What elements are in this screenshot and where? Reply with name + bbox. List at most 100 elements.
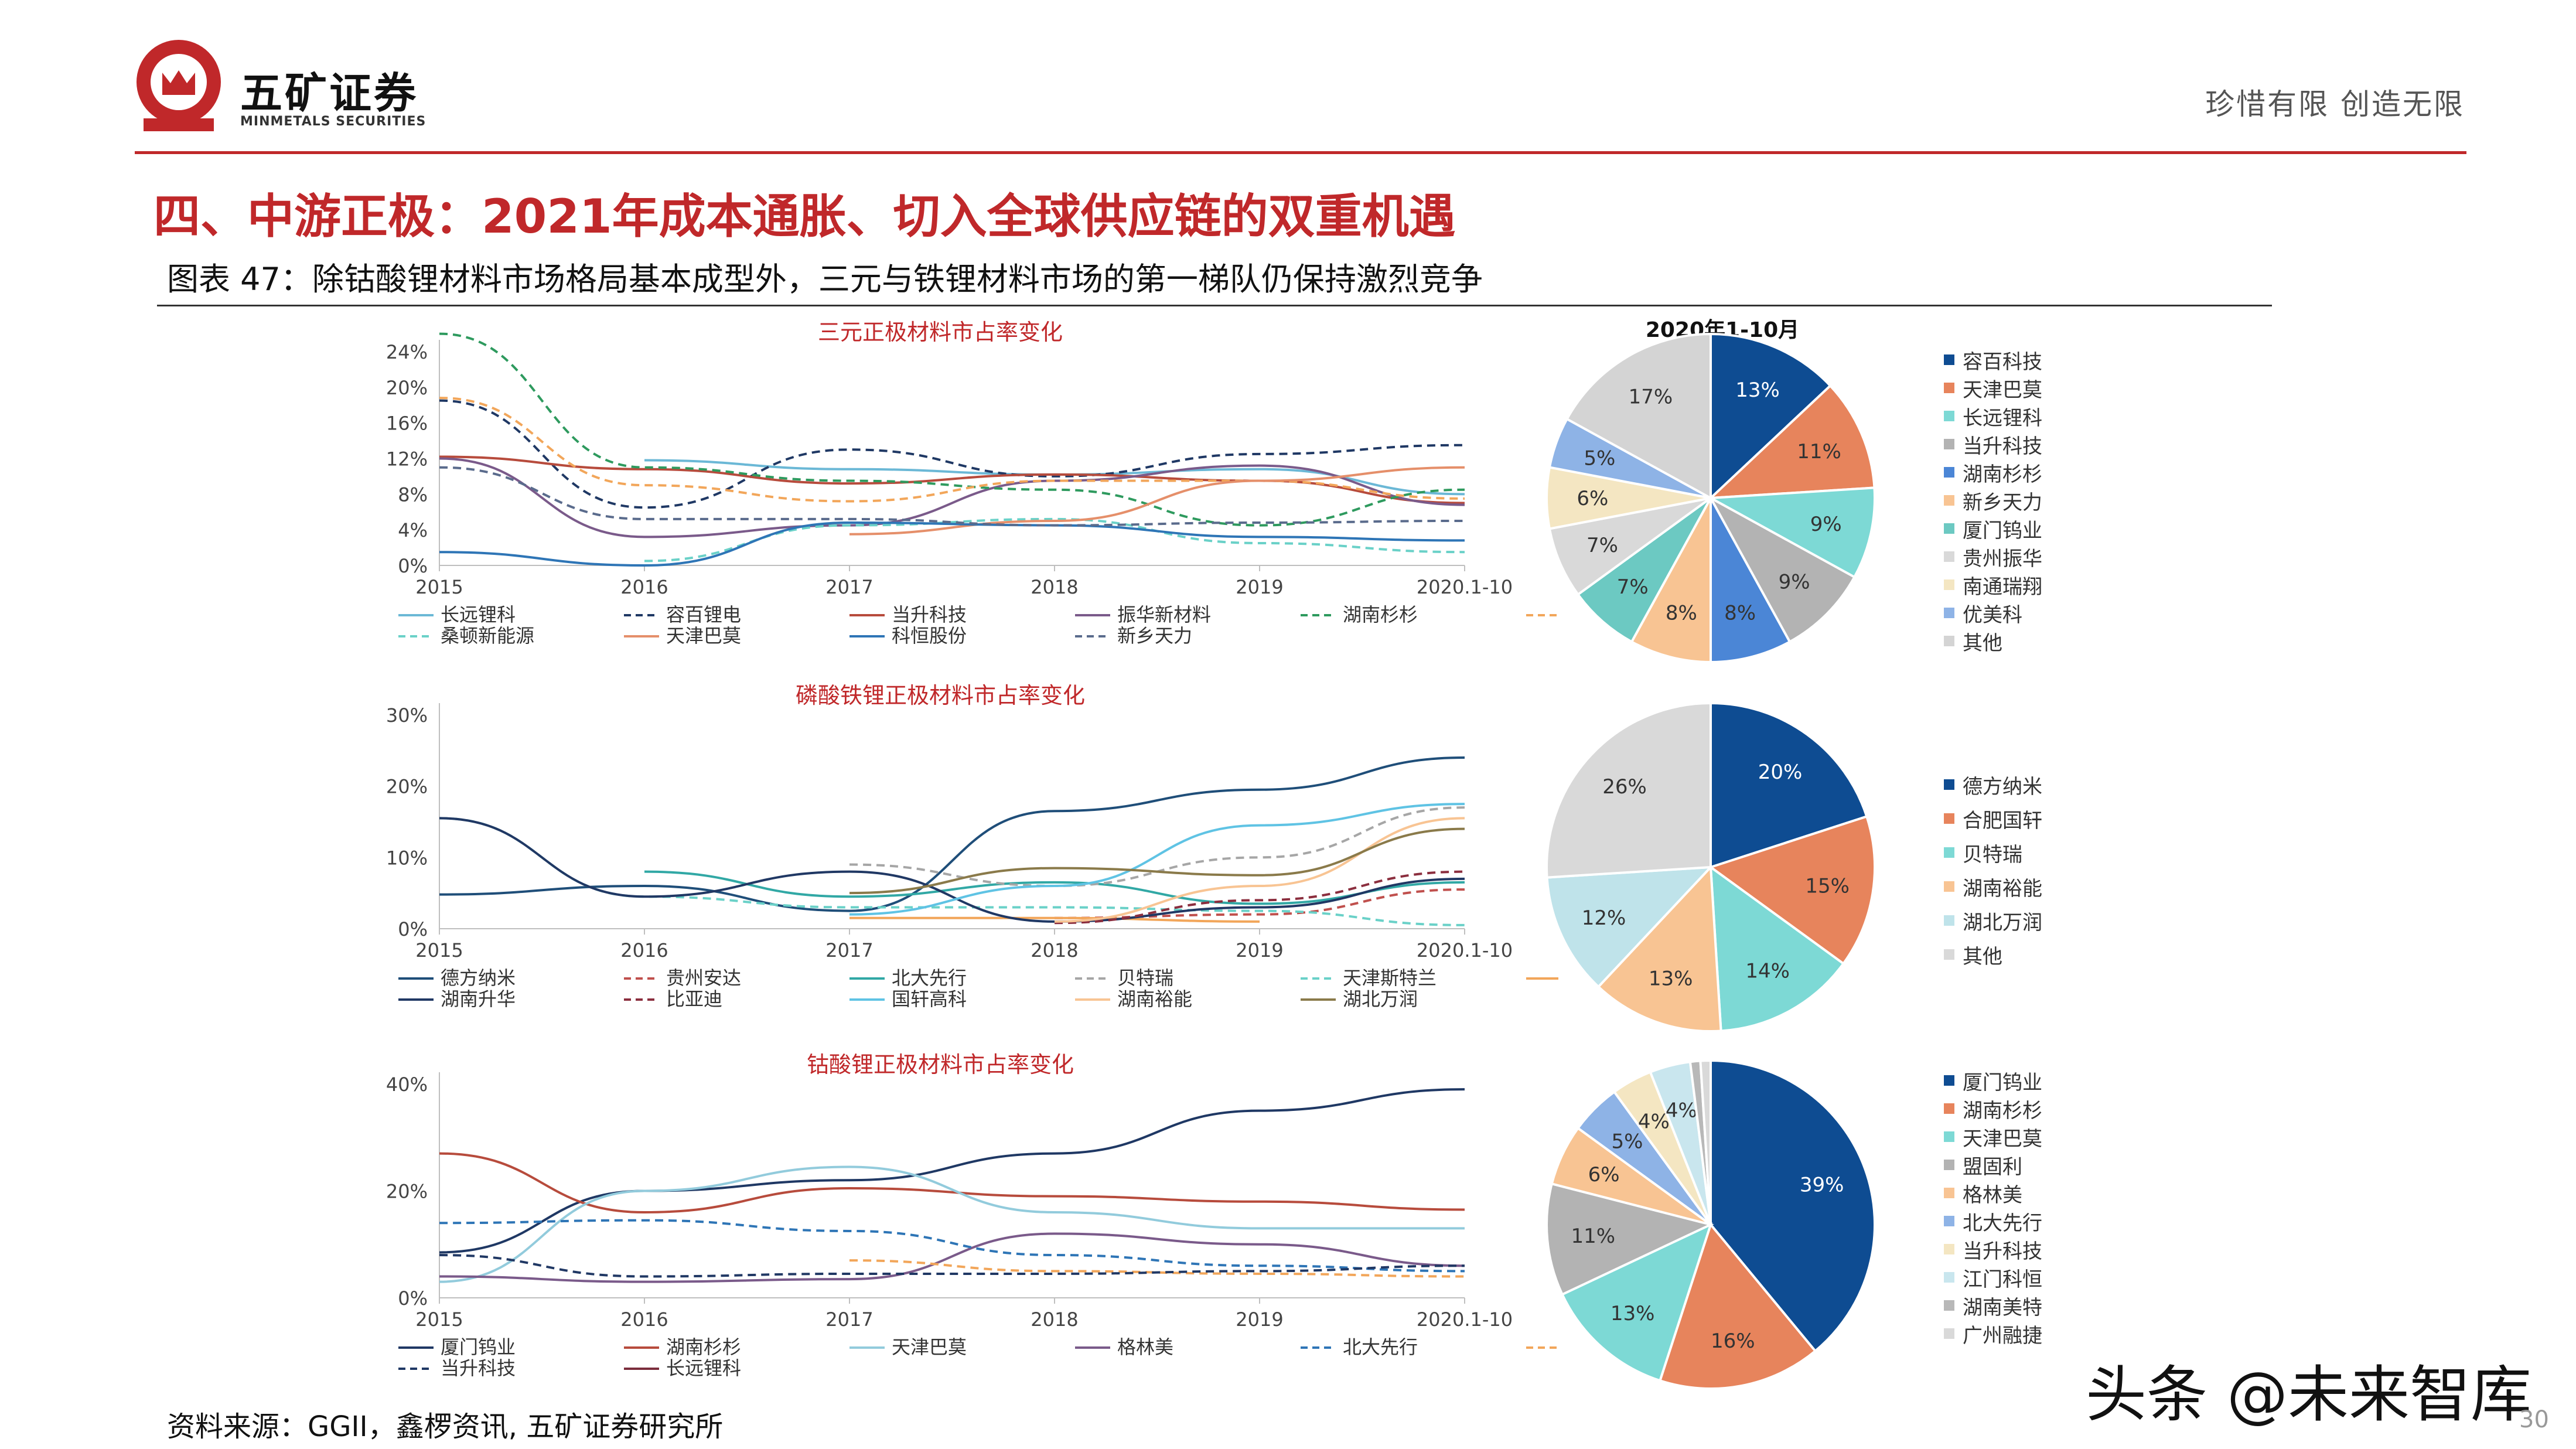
series-line-4 bbox=[439, 332, 1465, 527]
lco-share-pie-chart: 39%16%13%11%6%5%4%4% bbox=[1545, 1059, 1876, 1390]
pie-legend-item: 湖南裕能 bbox=[1944, 870, 2042, 904]
pie-legend-item: 南通瑞翔 bbox=[1944, 571, 2042, 599]
ternary-pie-legend: 容百科技 天津巴莫 长远锂科 当升科技 湖南杉杉 新乡天力 厦门钨业 贵州振华 南通瑞翔 优美科其… bbox=[1944, 346, 2042, 655]
series-line-9 bbox=[1054, 817, 1465, 923]
pie-legend-swatch bbox=[1944, 1300, 1954, 1311]
pie-legend-item: 优美科 bbox=[1944, 599, 2042, 627]
pie-legend-swatch bbox=[1944, 1244, 1954, 1254]
data-source: 资料来源：GGII，鑫椤资讯, 五矿证券研究所 bbox=[167, 1410, 724, 1443]
pie-slice-1 bbox=[1707, 384, 1876, 500]
pie-legend-swatch bbox=[1944, 1188, 1954, 1198]
x-tick-label: 2016 bbox=[620, 939, 668, 962]
pie-data-label: 5% bbox=[1584, 447, 1615, 471]
pie-legend-label: 容百科技 bbox=[1963, 350, 2042, 374]
pie-data-label: 7% bbox=[1617, 575, 1649, 599]
legend-label: 长远锂科 bbox=[666, 1357, 741, 1379]
pie-legend-item: 新乡天力 bbox=[1944, 486, 2042, 514]
pie-slice-5 bbox=[1630, 497, 1712, 664]
pie-data-label: 6% bbox=[1577, 487, 1608, 510]
x-tick-label: 2015 bbox=[415, 1308, 463, 1331]
series-line-3 bbox=[439, 1232, 1465, 1283]
x-tick-label: 2017 bbox=[825, 1308, 873, 1331]
pie-legend-item: 格林美 bbox=[1944, 1179, 2042, 1207]
pie-legend-label: 长远锂科 bbox=[1963, 406, 2042, 430]
legend-label: 湖南升华 bbox=[441, 988, 516, 1010]
company-logo bbox=[137, 40, 221, 131]
pie-legend-item: 合肥国轩 bbox=[1944, 802, 2042, 836]
pie-legend-swatch bbox=[1944, 915, 1954, 926]
series-line-1 bbox=[439, 1152, 1465, 1214]
pie-legend-label: 盟固利 bbox=[1963, 1155, 2022, 1179]
pie-legend-label: 德方纳米 bbox=[1963, 775, 2042, 799]
pie-slice-3 bbox=[1545, 1182, 1714, 1296]
pie-legend-swatch bbox=[1944, 608, 1954, 618]
y-tick-label: 20% bbox=[386, 776, 428, 798]
pie-legend-swatch bbox=[1944, 813, 1954, 824]
pie-data-label: 11% bbox=[1571, 1225, 1616, 1248]
series-line-0 bbox=[439, 756, 1465, 912]
legend-label: 天津巴莫 bbox=[892, 1336, 967, 1358]
x-tick-label: 2015 bbox=[415, 576, 463, 598]
pie-legend-label: 湖南美特 bbox=[1963, 1295, 2042, 1320]
pie-legend-item: 天津巴莫 bbox=[1944, 1123, 2042, 1151]
series-line-1 bbox=[439, 399, 1465, 509]
pie-data-label: 20% bbox=[1758, 761, 1803, 784]
legend-label: 容百锂电 bbox=[666, 604, 741, 626]
legend-label: 湖南裕能 bbox=[1117, 988, 1192, 1010]
pie-legend-item: 北大先行 bbox=[1944, 1207, 2042, 1235]
pie-legend-label: 贝特瑞 bbox=[1963, 843, 2022, 867]
legend-label: 北大先行 bbox=[1343, 1336, 1418, 1358]
series-line-2 bbox=[439, 455, 1465, 504]
pie-legend-swatch bbox=[1944, 467, 1954, 478]
legend-label: 天津斯特兰 bbox=[1343, 967, 1437, 989]
pie-legend-item: 长远锂科 bbox=[1944, 402, 2042, 430]
watermark: 头条 @未来智库 bbox=[2086, 1359, 2532, 1430]
pie-legend-label: 江门科恒 bbox=[1963, 1267, 2042, 1291]
pie-data-label: 9% bbox=[1810, 513, 1842, 536]
y-tick-label: 10% bbox=[386, 847, 428, 869]
pie-data-label: 9% bbox=[1779, 571, 1810, 594]
lfp-share-line-chart: 磷酸铁锂正极材料市占率变化 0% 10% 20% 30% 2015 2016 2017 2018… bbox=[386, 683, 1558, 1010]
series-line-6 bbox=[439, 817, 1465, 923]
pie-legend-swatch bbox=[1944, 1075, 1954, 1086]
legend-label: 德方纳米 bbox=[441, 967, 516, 989]
pie-legend-item: 天津巴莫 bbox=[1944, 374, 2042, 402]
series-line-9 bbox=[439, 466, 1465, 527]
series-line-6 bbox=[644, 517, 1465, 562]
pie-legend-label: 湖北万润 bbox=[1963, 911, 2042, 935]
pie-legend-swatch bbox=[1944, 1103, 1954, 1114]
x-tick-label: 2019 bbox=[1236, 1308, 1283, 1331]
pie-legend-item: 其他 bbox=[1944, 937, 2042, 971]
pie-data-label: 6% bbox=[1588, 1163, 1620, 1187]
pie-legend-item: 当升科技 bbox=[1944, 1235, 2042, 1263]
pie-data-label: 26% bbox=[1602, 775, 1647, 799]
pie-legend-item: 湖北万润 bbox=[1944, 904, 2042, 937]
pie-legend-label: 贵州振华 bbox=[1963, 547, 2042, 571]
legend-label: 桑顿新能源 bbox=[441, 625, 534, 647]
pie-legend-item: 厦门钨业 bbox=[1944, 1066, 2042, 1095]
pie-data-label: 7% bbox=[1586, 534, 1618, 557]
pie-data-label: 11% bbox=[1797, 440, 1841, 463]
pie-legend-item: 广州融捷 bbox=[1944, 1320, 2042, 1348]
series-line-4 bbox=[439, 1219, 1465, 1273]
company-name-english: MINMETALS SECURITIES bbox=[240, 114, 427, 129]
x-tick-label: 2019 bbox=[1236, 576, 1283, 598]
pie-legend-item: 湖南杉杉 bbox=[1944, 1095, 2042, 1123]
pie-data-label: 15% bbox=[1805, 875, 1850, 898]
pie-legend-label: 湖南杉杉 bbox=[1963, 462, 2042, 486]
legend-label: 振华新材料 bbox=[1117, 604, 1211, 626]
page-title: 四、中游正极：2021年成本通胀、切入全球供应链的双重机遇 bbox=[153, 189, 1456, 244]
legend-label: 湖南杉杉 bbox=[666, 1336, 741, 1358]
legend-label: 北大先行 bbox=[892, 967, 967, 989]
x-tick-label: 2020.1-10 bbox=[1417, 576, 1513, 598]
pie-slice-9 bbox=[1699, 1059, 1712, 1225]
pie-slice-4 bbox=[1545, 865, 1714, 988]
y-tick-label: 40% bbox=[386, 1073, 428, 1096]
legend-label: 贝特瑞 bbox=[1117, 967, 1173, 989]
pie-legend-item: 盟固利 bbox=[1944, 1151, 2042, 1179]
series-line-2 bbox=[644, 870, 1465, 905]
series-line-10 bbox=[849, 827, 1465, 895]
line-chart-title: 磷酸铁锂正极材料市占率变化 bbox=[796, 683, 1085, 708]
legend-label: 湖北万润 bbox=[1343, 988, 1418, 1010]
series-line-4 bbox=[439, 817, 1465, 926]
